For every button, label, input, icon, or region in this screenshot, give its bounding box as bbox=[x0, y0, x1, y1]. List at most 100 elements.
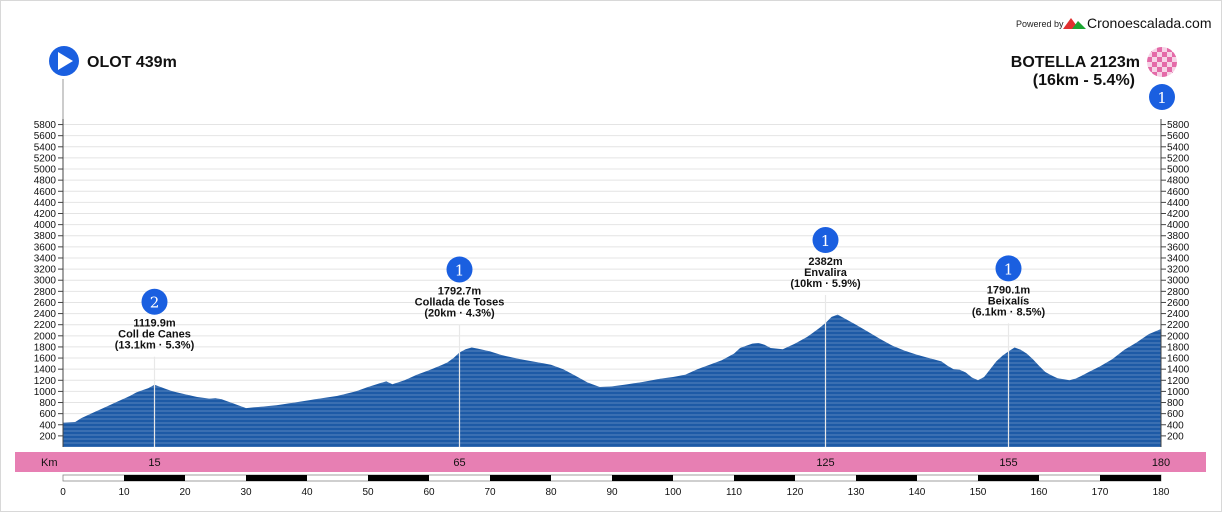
km-band: Km 15 65 125 155 180 bbox=[15, 452, 1206, 472]
x-tick-label: 80 bbox=[545, 487, 557, 498]
climb-elevation: 1790.1m bbox=[987, 284, 1031, 296]
y-tick-label-right: 800 bbox=[1167, 398, 1184, 409]
y-tick-label-left: 5400 bbox=[34, 142, 57, 153]
start-label: OLOT 439m bbox=[87, 54, 177, 71]
band-km-mark: 125 bbox=[816, 457, 834, 469]
km-scale-segment bbox=[368, 475, 429, 481]
x-tick-label: 40 bbox=[301, 487, 313, 498]
x-tick-label: 120 bbox=[787, 487, 804, 498]
y-tick-label-left: 4000 bbox=[34, 220, 57, 231]
climb-category-number: 1 bbox=[455, 261, 465, 279]
y-tick-label-left: 2400 bbox=[34, 309, 57, 320]
y-tick-label-left: 3800 bbox=[34, 231, 57, 242]
y-tick-label-left: 2200 bbox=[34, 320, 57, 331]
site-name: Cronoescalada.com bbox=[1087, 15, 1212, 31]
x-tick-label: 100 bbox=[665, 487, 682, 498]
y-tick-label-left: 5600 bbox=[34, 131, 57, 142]
y-tick-label-left: 4800 bbox=[34, 176, 57, 187]
y-tick-label-right: 3400 bbox=[1167, 253, 1190, 264]
finish-category-badge bbox=[1149, 84, 1175, 110]
climb-elevation: 1792.7m bbox=[438, 285, 482, 297]
climb-elevation: 2382m bbox=[808, 256, 842, 268]
finish-category-number: 1 bbox=[1157, 89, 1167, 107]
y-tick-label-right: 5400 bbox=[1167, 142, 1190, 153]
x-tick-label: 130 bbox=[848, 487, 865, 498]
climb-category-badge bbox=[812, 227, 839, 254]
x-tick-label: 20 bbox=[179, 487, 191, 498]
climb-category-badge bbox=[141, 288, 168, 315]
x-tick-label: 160 bbox=[1031, 487, 1048, 498]
climb-name: Coll de Canes bbox=[118, 329, 191, 341]
y-tick-label-right: 1800 bbox=[1167, 342, 1190, 353]
finish-label: BOTELLA 2123m bbox=[1011, 54, 1140, 71]
y-tick-label-left: 3600 bbox=[34, 242, 57, 253]
y-tick-label-right: 200 bbox=[1167, 431, 1184, 442]
climb-elevation: 1119.9m bbox=[133, 318, 175, 330]
km-scale-segment bbox=[612, 475, 673, 481]
finish-marker: BOTELLA 2123m (16km - 5.4%) 1 bbox=[1011, 47, 1177, 110]
km-scale-segment bbox=[856, 475, 917, 481]
y-tick-label-left: 5000 bbox=[34, 165, 57, 176]
y-tick-label-right: 400 bbox=[1167, 420, 1184, 431]
start-marker: OLOT 439m bbox=[49, 46, 177, 119]
x-tick-label: 180 bbox=[1153, 487, 1170, 498]
climb-category-number: 1 bbox=[821, 232, 831, 250]
x-tick-label: 60 bbox=[423, 487, 435, 498]
y-tick-label-left: 400 bbox=[39, 420, 56, 431]
x-tick-label: 170 bbox=[1092, 487, 1109, 498]
km-band-label: Km bbox=[41, 457, 58, 469]
y-tick-label-right: 4600 bbox=[1167, 187, 1190, 198]
mountain-logo-icon bbox=[1063, 18, 1086, 29]
y-tick-label-left: 3000 bbox=[34, 276, 57, 287]
powered-by-label: Powered by bbox=[1016, 19, 1064, 29]
km-scale-segment bbox=[490, 475, 551, 481]
y-tick-label-left: 1600 bbox=[34, 354, 57, 365]
x-tick-label: 140 bbox=[909, 487, 926, 498]
y-tick-label-right: 3000 bbox=[1167, 276, 1190, 287]
x-tick-label: 150 bbox=[970, 487, 987, 498]
y-tick-label-left: 4400 bbox=[34, 198, 57, 209]
y-tick-label-right: 5200 bbox=[1167, 153, 1190, 164]
km-scale-segment bbox=[1100, 475, 1161, 481]
climb-category-number: 1 bbox=[1004, 260, 1014, 278]
y-tick-label-left: 5800 bbox=[34, 120, 57, 131]
km-scale-segment bbox=[246, 475, 307, 481]
y-tick-label-right: 600 bbox=[1167, 409, 1184, 420]
x-tick-label: 30 bbox=[240, 487, 252, 498]
site-name-link[interactable]: Cronoescalada.com bbox=[1087, 15, 1212, 31]
climb-name: Envalira bbox=[804, 267, 848, 279]
km-scale: 0 10 20 30 40 50 60 70 80 90 100 110 120 130 140 150 160… bbox=[60, 474, 1170, 498]
y-tick-label-right: 4400 bbox=[1167, 198, 1190, 209]
climb-category-number: 2 bbox=[150, 294, 160, 312]
y-tick-label-right: 5600 bbox=[1167, 131, 1190, 142]
y-tick-label-right: 3600 bbox=[1167, 242, 1190, 253]
y-axis-right: 2004006008001000120014001600180020002200… bbox=[1160, 119, 1190, 447]
band-km-mark: 15 bbox=[148, 457, 160, 469]
km-scale-segment bbox=[734, 475, 795, 481]
y-tick-label-left: 5200 bbox=[34, 153, 57, 164]
y-tick-label-right: 4800 bbox=[1167, 176, 1190, 187]
band-km-mark: 65 bbox=[453, 457, 465, 469]
y-tick-label-left: 2800 bbox=[34, 287, 57, 298]
y-tick-label-left: 1200 bbox=[34, 376, 57, 387]
x-tick-label: 90 bbox=[606, 487, 618, 498]
climb-detail: (6.1km · 8.5%) bbox=[972, 306, 1046, 318]
band-km-mark: 155 bbox=[999, 457, 1017, 469]
y-tick-label-left: 3200 bbox=[34, 265, 57, 276]
y-tick-label-left: 200 bbox=[39, 431, 56, 442]
checkered-flag-icon bbox=[1147, 47, 1177, 77]
y-tick-label-right: 1400 bbox=[1167, 365, 1190, 376]
play-arrow-icon bbox=[58, 52, 73, 70]
y-tick-label-right: 1600 bbox=[1167, 354, 1190, 365]
y-tick-label-right: 4000 bbox=[1167, 220, 1190, 231]
y-tick-label-left: 4600 bbox=[34, 187, 57, 198]
finish-climb-detail: (16km - 5.4%) bbox=[1033, 72, 1135, 89]
y-tick-label-left: 1800 bbox=[34, 342, 57, 353]
km-scale-segment bbox=[124, 475, 185, 481]
